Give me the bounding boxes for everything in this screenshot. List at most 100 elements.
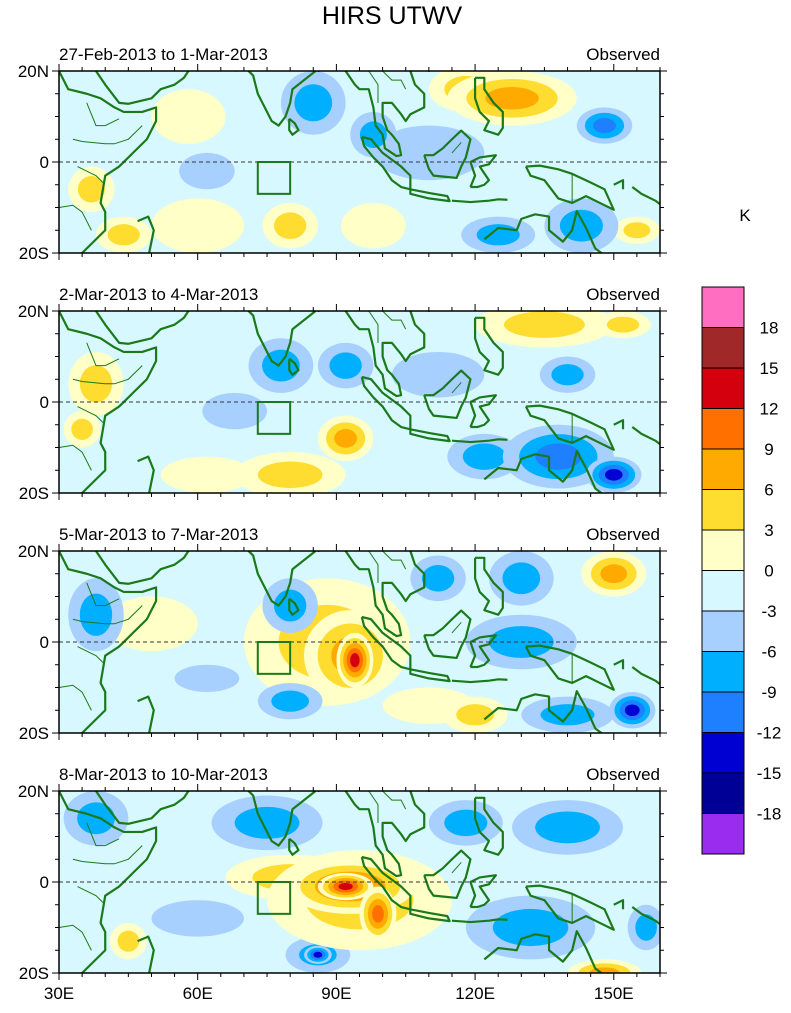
colorbar-label: -9: [761, 683, 776, 702]
contour-region: [338, 883, 353, 891]
coastline: [473, 76, 504, 136]
colorbar-label: 12: [760, 400, 779, 419]
coastline: [137, 215, 155, 253]
contour-region: [444, 809, 488, 837]
x-axis: 30E 60E 90E 120E 150E: [44, 984, 634, 1003]
coastline: [360, 375, 412, 431]
panel-period: 8-Mar-2013 to 10-Mar-2013: [59, 765, 268, 784]
country-border: [72, 365, 143, 385]
coastline: [524, 404, 615, 451]
coastline: [423, 129, 472, 180]
coastline: [469, 154, 497, 189]
coastline: [409, 188, 451, 203]
chart-title: HIRS UTWV: [322, 2, 463, 30]
coastline: [613, 179, 625, 190]
contour-region: [257, 461, 323, 489]
contour-region: [485, 87, 539, 110]
coastline: [95, 311, 190, 345]
map-panel: 20N 0 20S 8-Mar-2013 to 10-Mar-2013 Observed: [18, 765, 667, 983]
x-tick-label: 150E: [594, 984, 634, 1003]
country-border: [368, 71, 379, 103]
panel-period: 2-Mar-2013 to 4-Mar-2013: [59, 285, 258, 304]
contour-region: [107, 224, 140, 246]
contour-region: [350, 653, 360, 668]
colorbar-label: -15: [757, 764, 782, 783]
y-tick-label: 20N: [18, 302, 49, 321]
y-tick-label: 0: [40, 633, 49, 652]
colorbar-swatch: [701, 367, 745, 409]
coastline: [95, 71, 190, 105]
coastline: [524, 644, 615, 691]
y-tick-label: 20S: [19, 724, 49, 743]
contour-region: [313, 951, 323, 958]
coastline: [524, 884, 615, 931]
coastline: [360, 855, 412, 911]
coastline: [137, 935, 155, 973]
coastline: [410, 551, 431, 553]
coastline: [524, 164, 615, 211]
coastline: [469, 634, 497, 669]
country-border: [382, 71, 407, 90]
coastline: [473, 556, 504, 616]
coastline: [137, 695, 155, 733]
country-border: [86, 582, 120, 607]
panel-label: Observed: [586, 765, 660, 784]
country-border: [451, 622, 462, 634]
country-border: [77, 646, 104, 663]
coastline: [317, 71, 426, 158]
coastline: [469, 874, 497, 909]
map-panel: 20N 0 20S 27-Feb-2013 to 1-Mar-2013 Observed: [18, 45, 667, 263]
contour-region: [234, 806, 300, 839]
colorbar-swatch: [701, 286, 745, 328]
contour-region: [502, 562, 541, 595]
contour-region: [174, 664, 240, 693]
coastline: [483, 450, 604, 493]
colorbar-swatch: [701, 529, 745, 571]
colorbar-label: -3: [761, 602, 776, 621]
contour-region: [503, 311, 585, 338]
colorbar: 18 15 12 9 6 3 0 -3 -6 -9 -12 -15 -18: [701, 286, 782, 855]
contour-region: [635, 914, 657, 941]
country-border: [382, 791, 407, 810]
coastline: [613, 899, 625, 910]
coastline: [360, 135, 412, 191]
coastline: [95, 551, 190, 585]
study-box: [256, 161, 292, 195]
study-box: [256, 641, 292, 675]
contour-region: [391, 351, 485, 398]
coastline: [423, 849, 472, 900]
coastline: [451, 678, 508, 684]
coastline: [317, 791, 426, 878]
coastline: [410, 71, 431, 73]
contour-region: [151, 900, 244, 937]
study-box: [256, 401, 292, 435]
contour-region: [421, 565, 455, 592]
country-border: [382, 311, 407, 330]
coastline: [95, 791, 190, 825]
country-border: [77, 166, 104, 183]
coastline: [613, 419, 625, 430]
coastline: [409, 908, 451, 923]
country-border: [451, 382, 462, 394]
panel-label: Observed: [586, 525, 660, 544]
contour-region: [151, 198, 244, 253]
country-border: [72, 605, 143, 625]
coastline: [288, 357, 300, 376]
coastline: [234, 311, 317, 367]
coastline: [451, 918, 508, 924]
contour-region: [160, 456, 254, 493]
country-border: [382, 551, 407, 570]
coastline: [234, 551, 317, 607]
contour-region: [79, 365, 113, 403]
y-tick-label: 0: [40, 153, 49, 172]
colorbar-label: -12: [757, 724, 782, 743]
country-border: [451, 142, 462, 154]
contour-region: [77, 176, 105, 203]
x-tick-label: 30E: [44, 984, 74, 1003]
coastline: [473, 316, 504, 376]
colorbar-swatch: [701, 408, 745, 450]
colorbar-swatch: [701, 772, 745, 814]
colorbar-label: -6: [761, 643, 776, 662]
x-tick-label: 120E: [455, 984, 495, 1003]
coastlines: [59, 791, 660, 973]
